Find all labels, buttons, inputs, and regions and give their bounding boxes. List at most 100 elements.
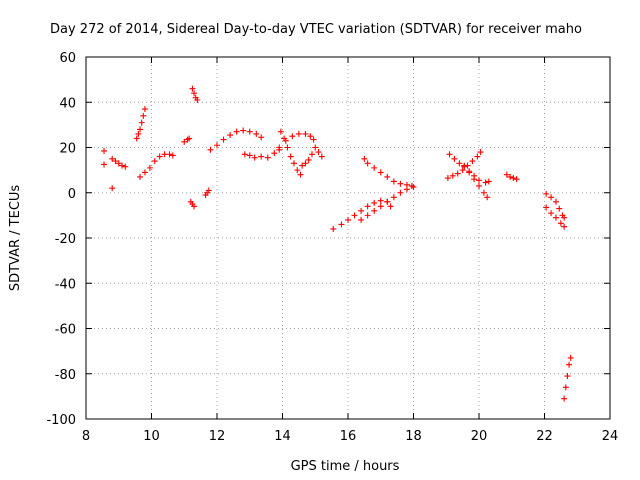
data-series-s5 <box>181 135 193 145</box>
data-point-marker <box>408 182 415 189</box>
data-point-marker <box>122 163 129 170</box>
data-point-marker <box>358 216 365 223</box>
data-series-s20 <box>503 171 520 183</box>
data-point-marker <box>566 361 573 368</box>
x-tick-labels: 8 10 12 14 16 18 20 22 24 <box>82 429 618 444</box>
data-point-marker <box>454 170 461 177</box>
data-point-marker <box>444 175 451 182</box>
data-point-marker <box>548 210 555 217</box>
data-series-s17 <box>444 149 484 182</box>
data-point-marker <box>307 133 314 140</box>
data-point-marker <box>480 189 487 196</box>
data-point-marker <box>446 151 453 158</box>
data-point-marker <box>371 164 378 171</box>
data-point-marker <box>186 135 193 142</box>
x-tick-label: 20 <box>471 429 488 444</box>
data-point-marker <box>214 142 220 149</box>
data-point-marker <box>233 128 240 135</box>
x-tick-label: 22 <box>536 429 553 444</box>
data-series-s4 <box>137 151 176 180</box>
data-point-marker <box>503 171 510 178</box>
data-point-marker <box>476 182 482 189</box>
data-point-marker <box>484 194 491 201</box>
data-point-marker <box>297 171 304 178</box>
x-tick-label: 14 <box>274 429 291 444</box>
data-point-marker <box>557 220 564 227</box>
data-series-s3 <box>133 106 148 142</box>
data-point-marker <box>315 149 322 156</box>
data-point-marker <box>371 207 378 214</box>
data-point-marker <box>543 204 550 211</box>
data-point-marker <box>451 155 458 162</box>
data-series-s9 <box>207 127 265 153</box>
data-point-marker <box>556 205 563 212</box>
x-tick-label: 18 <box>405 429 422 444</box>
data-point-marker <box>308 151 315 158</box>
data-point-marker <box>302 130 309 137</box>
data-point-marker <box>466 169 473 176</box>
data-point-marker <box>258 134 265 141</box>
data-point-marker <box>101 147 108 154</box>
data-series-s10 <box>241 146 283 161</box>
data-point-marker <box>156 153 163 160</box>
data-series-s6 <box>189 85 201 103</box>
data-point-marker <box>403 181 410 188</box>
data-point-marker <box>459 167 466 174</box>
data-point-marker <box>552 214 559 221</box>
data-point-marker <box>289 133 296 140</box>
y-tick-label: -80 <box>55 368 76 383</box>
data-point-marker <box>191 90 198 97</box>
data-point-marker <box>338 221 345 228</box>
data-point-marker <box>377 203 384 210</box>
data-point-marker <box>507 173 514 180</box>
data-point-marker <box>471 176 478 183</box>
data-point-marker <box>371 199 378 206</box>
data-point-marker <box>485 178 492 185</box>
data-series-s13 <box>299 144 325 169</box>
data-series-s14 <box>330 197 394 232</box>
data-point-marker <box>115 160 122 167</box>
data-point-marker <box>330 225 337 232</box>
data-point-marker <box>251 154 258 161</box>
data-point-marker <box>299 162 306 169</box>
data-point-marker <box>205 187 212 194</box>
data-point-marker <box>140 112 147 119</box>
data-point-marker <box>276 144 283 151</box>
data-point-marker <box>253 130 260 137</box>
data-point-marker <box>258 153 265 160</box>
data-series-s23 <box>561 354 574 402</box>
data-point-marker <box>169 152 176 159</box>
data-point-marker <box>240 127 247 134</box>
data-point-marker <box>191 203 198 210</box>
data-point-marker <box>220 136 227 143</box>
data-point-marker <box>513 176 520 183</box>
data-point-marker <box>552 198 559 205</box>
data-point-marker <box>112 158 119 165</box>
data-point-marker <box>364 160 371 167</box>
data-point-marker <box>207 146 214 153</box>
data-point-marker <box>305 156 312 163</box>
data-point-marker <box>302 160 309 167</box>
data-point-marker <box>477 149 484 156</box>
data-point-marker <box>384 173 391 180</box>
data-series-s19 <box>461 162 491 201</box>
data-point-marker <box>137 126 144 133</box>
y-tick-labels: 60 40 20 0 -20 -40 -60 -80 -100 <box>46 51 76 428</box>
y-tick-label: 0 <box>68 187 76 202</box>
data-point-marker <box>227 132 234 139</box>
data-point-marker <box>137 173 144 180</box>
data-point-marker <box>194 96 201 103</box>
data-point-marker <box>109 185 116 192</box>
data-point-marker <box>510 175 517 182</box>
data-series-s1 <box>101 147 116 192</box>
x-tick-label: 16 <box>340 429 357 444</box>
data-point-marker <box>358 207 365 214</box>
data-points-layer <box>101 85 574 402</box>
x-tick-label: 24 <box>602 429 619 444</box>
data-point-marker <box>364 212 371 219</box>
data-point-marker <box>310 136 317 143</box>
data-point-marker <box>377 169 384 176</box>
data-point-marker <box>135 130 142 137</box>
data-point-marker <box>476 177 482 184</box>
data-series-s22 <box>543 204 568 230</box>
